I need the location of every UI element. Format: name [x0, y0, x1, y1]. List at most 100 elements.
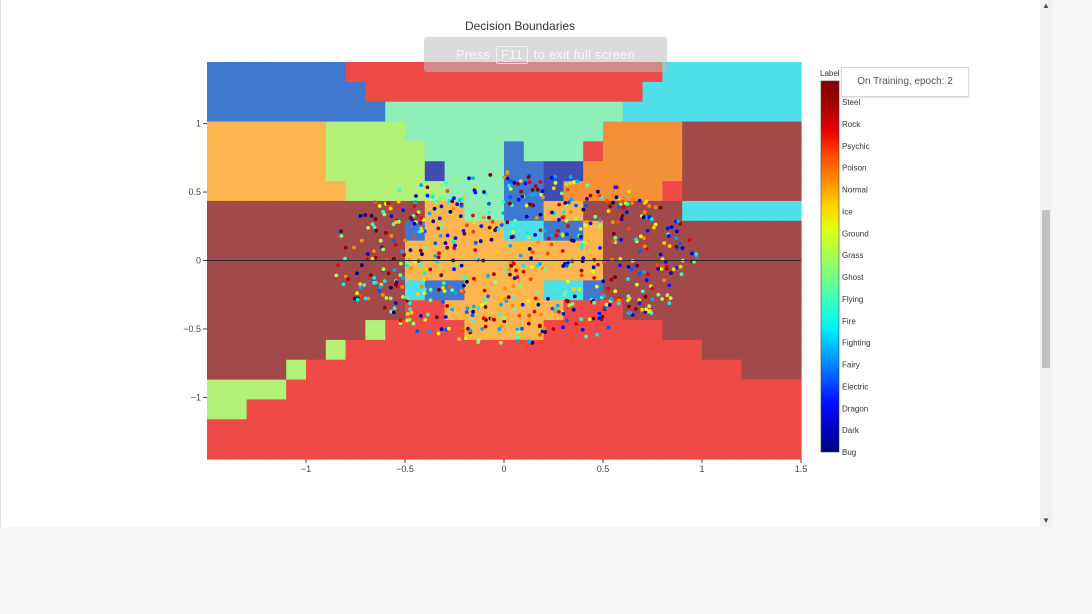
boundary-cell [444, 141, 465, 162]
data-point [613, 185, 618, 190]
boundary-cell [702, 121, 723, 142]
data-point [336, 263, 340, 268]
data-point [468, 334, 472, 338]
data-point [463, 275, 467, 280]
data-point [530, 250, 535, 255]
data-point [597, 311, 602, 316]
data-point [478, 239, 483, 244]
data-point [386, 201, 390, 206]
colorbar-label: Fire [842, 317, 856, 326]
data-point [549, 242, 554, 247]
data-point [537, 323, 542, 328]
data-point [668, 296, 673, 300]
data-point [510, 223, 515, 228]
data-point [530, 188, 535, 192]
data-point [679, 272, 684, 277]
vertical-scrollbar[interactable]: ▲ ▼ [1040, 0, 1052, 527]
boundary-cell [702, 439, 723, 460]
data-point [483, 324, 488, 329]
data-point [428, 298, 433, 302]
boundary-cell [563, 121, 584, 142]
scroll-thumb[interactable] [1042, 210, 1050, 368]
data-point [587, 317, 592, 321]
data-point [393, 282, 398, 287]
data-point [440, 221, 445, 226]
data-point [383, 231, 388, 235]
boundary-cell [563, 379, 584, 401]
boundary-cell [563, 339, 584, 361]
scroll-down-icon[interactable]: ▼ [1042, 516, 1050, 525]
fullscreen-hint: Press F11 to exit full screen [424, 37, 667, 72]
x-axis: −1 −0.5 0 0.5 1 1.5 [301, 459, 807, 474]
data-point [438, 234, 443, 238]
data-point [412, 204, 417, 209]
boundary-cell [721, 300, 743, 321]
data-point [343, 274, 348, 279]
data-point [577, 295, 582, 300]
data-point [579, 273, 584, 278]
boundary-cell [207, 300, 228, 321]
data-point [445, 189, 450, 193]
data-point [626, 226, 631, 231]
boundary-cell [682, 379, 703, 401]
data-point [642, 236, 646, 241]
boundary-cell [603, 439, 624, 460]
boundary-cell [543, 101, 564, 123]
data-point [453, 236, 458, 241]
boundary-cell [741, 260, 762, 281]
data-point [631, 196, 635, 201]
data-point [442, 289, 447, 293]
colorbar-label: Bug [842, 448, 856, 457]
boundary-cell [702, 419, 723, 440]
data-point [647, 304, 652, 309]
data-point [365, 252, 370, 256]
boundary-cell [306, 101, 327, 123]
boundary-cell [345, 379, 366, 401]
data-point [585, 220, 589, 224]
boundary-cell [246, 439, 267, 460]
data-point [501, 200, 505, 204]
data-point [517, 313, 522, 318]
boundary-cell [583, 359, 604, 381]
boundary-cell [325, 260, 347, 281]
data-point [362, 283, 367, 287]
boundary-cell [721, 181, 743, 202]
data-point [476, 306, 481, 311]
boundary-cell [583, 240, 604, 262]
colorbar-label: Ghost [842, 273, 864, 282]
boundary-cell [345, 399, 366, 420]
data-point [635, 282, 639, 287]
boundary-cell [246, 419, 267, 440]
boundary-cell [563, 101, 584, 123]
boundary-cell [286, 220, 307, 242]
data-point [527, 235, 531, 240]
boundary-cell [405, 339, 426, 361]
data-point [473, 241, 478, 245]
boundary-cell [761, 419, 782, 440]
data-point [443, 180, 448, 185]
boundary-cell [702, 200, 723, 222]
data-point [613, 275, 617, 279]
data-point [642, 244, 647, 249]
data-point [572, 294, 577, 299]
data-point [381, 267, 386, 272]
data-point [511, 261, 516, 266]
boundary-cell [325, 161, 347, 182]
boundary-cell [622, 141, 644, 162]
data-point [546, 296, 550, 301]
boundary-cell [563, 419, 584, 440]
boundary-cell [622, 181, 644, 202]
data-point [579, 234, 583, 239]
scroll-up-icon[interactable]: ▲ [1042, 1, 1050, 10]
boundary-cell [266, 161, 287, 182]
decision-boundary-plot[interactable]: −1 −0.5 0 0.5 1 1.5 −1 −0.5 0 0.5 1 Label Bug Dark D… [0, 0, 1040, 527]
data-point [413, 200, 418, 205]
boundary-cell [325, 300, 347, 321]
data-point [459, 288, 464, 293]
data-point [448, 284, 452, 289]
data-point [359, 238, 364, 243]
boundary-cell [741, 419, 762, 440]
data-point [638, 249, 643, 254]
boundary-cell [286, 81, 307, 103]
data-point [431, 192, 435, 197]
